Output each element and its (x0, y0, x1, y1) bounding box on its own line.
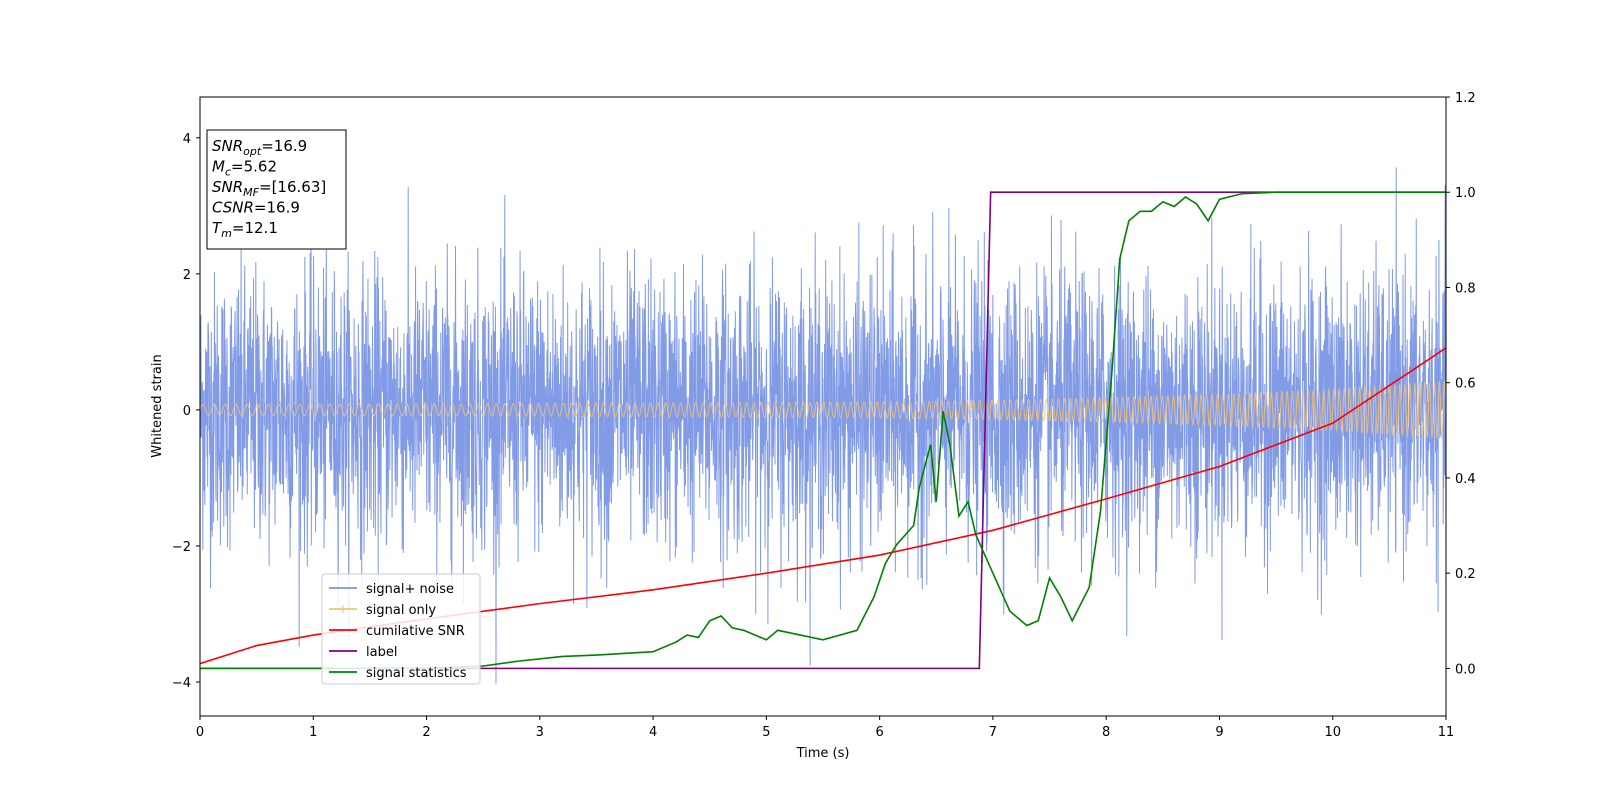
signal-statistics-line (200, 191, 1446, 670)
x-tick-label: 4 (649, 725, 657, 740)
y-left-tick-label: 2 (183, 268, 191, 283)
x-tick-label: 10 (1324, 725, 1341, 740)
legend-entry-label: label (366, 645, 397, 660)
y-right-tick-label: 0.6 (1455, 377, 1476, 392)
y-right-tick-label: 0.0 (1455, 662, 1476, 677)
y-right-tick-label: 1.2 (1455, 91, 1476, 106)
signal-only-series (200, 379, 1446, 439)
info-box-line: SNRopt=16.9 (212, 137, 307, 158)
y-left-tick-label: 4 (183, 132, 191, 147)
legend-entry-label: cumilative SNR (366, 624, 465, 639)
y-axis-label-left: Whitened strain (150, 354, 165, 457)
x-tick-label: 7 (989, 725, 997, 740)
x-tick-label: 1 (309, 725, 317, 740)
plot-frame (199, 96, 1447, 717)
y-right-tick-label: 0.2 (1455, 567, 1476, 582)
x-tick-label: 2 (422, 725, 430, 740)
info-box-line: Tm=12.1 (212, 219, 278, 240)
info-box-line: CSNR=16.9 (212, 199, 300, 217)
x-tick-label: 8 (1102, 725, 1110, 740)
x-tick-label: 0 (196, 725, 204, 740)
legend: signal+ noise signal only cumilative SNR la… (321, 573, 481, 685)
x-tick-label: 6 (875, 725, 883, 740)
x-tick-label: 11 (1438, 725, 1455, 740)
legend-entry-label: signal only (366, 603, 436, 618)
info-box: SNRopt=16.9Mc=5.62SNRMF=[16.63]CSNR=16.9… (206, 129, 347, 250)
x-tick-label: 3 (536, 725, 544, 740)
y-right-tick-label: 0.8 (1455, 281, 1476, 296)
x-tick-label: 9 (1215, 725, 1223, 740)
legend-entry-label: signal+ noise (366, 582, 454, 597)
x-axis-label: Time (s) (796, 746, 850, 761)
info-box-line: Mc=5.62 (212, 158, 277, 179)
cumulative-snr-line (200, 347, 1446, 665)
y-left-tick-label: −2 (172, 540, 191, 555)
y-left-tick-label: 0 (183, 404, 191, 419)
y-left-tick-label: −4 (172, 676, 191, 691)
signal-only-line (200, 379, 1446, 439)
y-right-tick-label: 0.4 (1455, 472, 1476, 487)
legend-entry-label: signal statistics (366, 666, 467, 681)
info-box-line: SNRMF=[16.63] (212, 178, 326, 199)
label-line (200, 191, 1446, 670)
x-tick-label: 5 (762, 725, 770, 740)
y-right-tick-label: 1.0 (1455, 186, 1476, 201)
